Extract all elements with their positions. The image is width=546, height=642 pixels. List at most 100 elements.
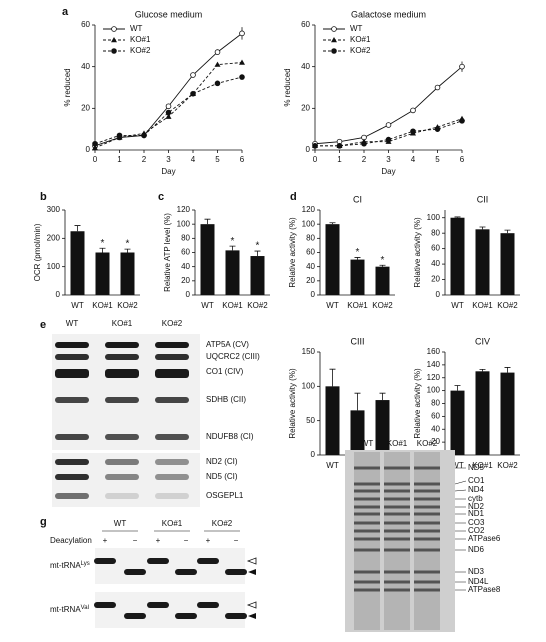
band-label: ND4L [468,577,489,586]
x-tick-label: 3 [386,155,391,164]
filled-arrow [248,569,256,575]
error-bar [254,250,261,257]
band [155,434,189,440]
error-bar [454,216,461,218]
y-tick-label: 40 [181,262,190,271]
y-tick-label: 20 [81,103,90,112]
band [414,482,440,486]
band [197,602,219,608]
band [414,497,440,501]
marker [165,103,172,110]
x-tick-label: 6 [460,155,465,164]
chart-title: CIV [475,336,490,346]
band [197,558,219,564]
x-tick-label: WT [326,461,339,470]
band [175,569,197,575]
bar [500,233,515,295]
band [354,505,380,509]
significance: * [101,238,105,249]
open-arrow [246,601,257,609]
y-tick-label: 40 [306,262,315,271]
band [124,613,146,619]
band [354,489,380,493]
band [175,613,197,619]
band [384,588,410,592]
marker [214,80,221,87]
y-tick-label: 100 [47,262,61,271]
band [155,397,189,403]
band [384,482,410,486]
marker [385,122,392,128]
y-tick-label: 200 [47,233,61,242]
bar [225,250,240,295]
marker [141,132,147,139]
marker [331,37,337,43]
band [55,397,89,403]
y-tick-label: 0 [86,145,91,154]
x-tick-label: 4 [411,155,416,164]
deacylation-sign: + [156,536,161,545]
y-tick-label: 150 [302,347,316,356]
marker [92,140,98,147]
row-label-base: mt-tRNA [50,561,81,570]
x-tick-label: KO#1 [347,301,368,310]
y-tick-label: 20 [301,103,310,112]
x-tick-label: 2 [362,155,367,164]
y-axis-label: Relative activity (%) [288,368,297,439]
deacylation-sign: − [133,536,138,545]
band-label: SDHB (CII) [206,395,246,404]
x-tick-label: 5 [435,155,440,164]
marker [410,128,416,135]
bar [450,390,465,455]
y-tick-label: 60 [301,20,310,29]
lane [414,452,440,630]
y-tick-label: 300 [47,205,61,214]
y-tick-label: 0 [56,290,61,299]
filled-arrow [248,613,256,619]
open-arrow [246,557,257,565]
y-tick-label: 40 [431,424,440,433]
legend-label: WT [130,24,143,33]
band-label: ND3 [468,567,485,576]
y-tick-label: 100 [302,381,316,390]
band [414,512,440,516]
y-axis-label: OCR (pmol/min) [33,223,42,281]
band [354,521,380,525]
y-tick-label: 140 [427,360,441,369]
band [414,570,440,574]
band [155,342,189,348]
bar [375,400,390,455]
x-tick-label: 1 [117,155,122,164]
x-tick-label: KO#1 [472,301,493,310]
y-tick-label: 80 [181,233,190,242]
bar [325,386,340,455]
y-tick-label: 80 [306,233,315,242]
band-label: CO3 [468,518,485,527]
bar [120,252,135,295]
x-tick-label: 0 [93,155,98,164]
band-label: ATP5A (CV) [206,340,249,349]
band [354,570,380,574]
marker [165,113,172,119]
band [414,529,440,533]
marker [111,48,117,54]
band [155,459,189,465]
bar [450,217,465,295]
error-bar [454,385,461,391]
band [147,558,169,564]
lane-label: KO#2 [162,319,183,328]
band [105,397,139,403]
error-bar [329,222,336,225]
band [105,459,139,465]
y-axis-label: Relative ATP level (%) [163,213,172,292]
band [55,493,89,499]
band [155,474,189,480]
bar [95,252,110,295]
band [105,474,139,480]
x-tick-label: KO#2 [247,301,268,310]
error-bar [124,248,131,253]
band [384,505,410,509]
panel-letter: b [40,191,47,203]
row-label-base: mt-tRNA [50,605,81,614]
y-tick-label: 80 [431,399,440,408]
